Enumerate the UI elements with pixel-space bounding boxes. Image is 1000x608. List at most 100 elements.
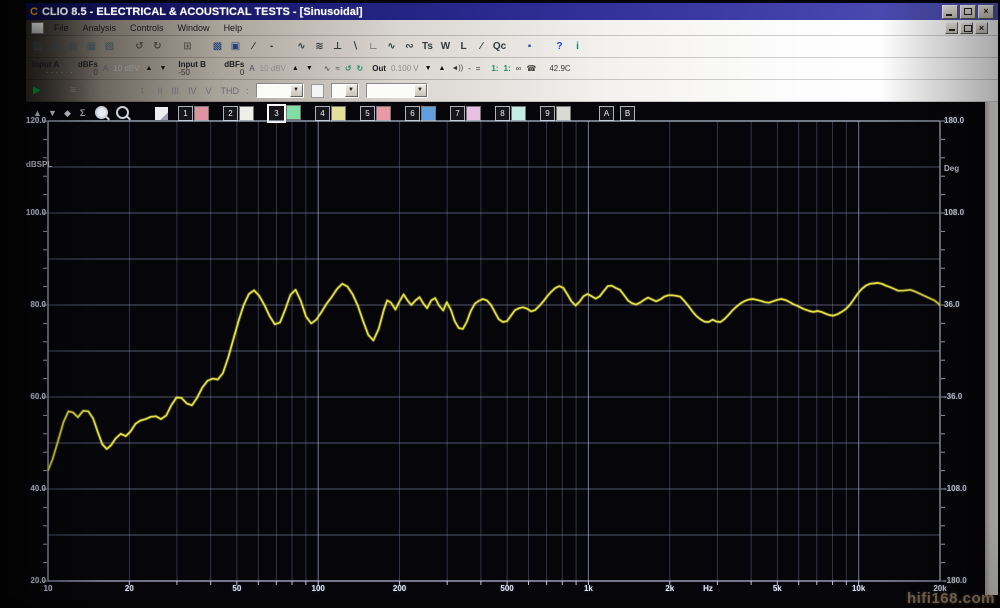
zoom-in-icon[interactable] [95,105,108,119]
curve-button-1[interactable]: 1 [178,105,193,121]
save-measure-icon[interactable]: ▤ [50,85,61,96]
menu-item-controls[interactable]: Controls [130,22,164,33]
child-restore-button[interactable] [960,21,973,34]
sine-icon[interactable]: ∿ [323,64,331,73]
phone-icon[interactable]: ☎ [526,64,537,73]
ratio-1-icon[interactable]: 1: [491,64,499,73]
overlay-button-b[interactable]: B [620,105,635,121]
signal-generator-icon[interactable]: ∾ [405,41,414,52]
marker-peak-icon[interactable]: ◆ [64,107,71,118]
ratio-2-icon[interactable]: 1: [503,64,511,73]
loop-b-icon[interactable]: ↻ [356,64,364,73]
curve-button-4[interactable]: 4 [315,105,330,121]
minimize-button[interactable] [942,4,958,19]
open-file-icon[interactable]: ▨ [32,41,43,52]
play-button[interactable]: ▶ [33,85,41,96]
input-a-up-button[interactable]: ▲ [145,65,153,72]
linearity-icon[interactable]: ∕ [480,41,483,52]
dash-icon[interactable]: ‐ [269,41,274,52]
menu-item-analysis[interactable]: Analysis [82,22,117,33]
curve-button-6[interactable]: 6 [405,105,420,121]
waterfall-analysis-icon[interactable]: ≋ [315,41,324,52]
photo-view-icon[interactable]: ▣ [230,41,241,52]
menu-item-window[interactable]: Window [177,22,210,33]
out-down-button[interactable]: ▼ [424,65,432,72]
child-close-button[interactable]: × [975,21,988,34]
mic-icon[interactable]: Ψ [86,85,95,96]
curve-button-9[interactable]: 9 [540,105,555,121]
hold-icon[interactable]: Σ [79,108,86,118]
autoscale-icon[interactable]: ⊞ [183,41,192,52]
sweep-icon[interactable]: ≈ [335,64,340,73]
wow-flutter-icon[interactable]: W [440,41,451,52]
infinity-loop-icon[interactable]: ∞ [515,64,522,73]
input-b-autorange-button[interactable]: A [249,64,255,73]
chart-view-icon[interactable]: ▩ [212,41,223,52]
curve-button-7[interactable]: 7 [450,105,465,121]
curve-button-2[interactable]: 2 [223,105,238,121]
qc-icon[interactable]: Qc [492,41,507,52]
harmonic-button-ii[interactable]: II [157,85,163,96]
import-icon[interactable]: ▧ [104,41,115,52]
loop-a-icon[interactable]: ↺ [344,64,352,73]
notes-icon[interactable] [155,106,168,120]
curve-color-swatch-9[interactable] [556,105,571,121]
image-icon[interactable]: ▪ [527,41,532,52]
close-button[interactable]: × [978,4,994,19]
menu-item-help[interactable]: Help [223,22,243,33]
minus-button[interactable]: - [468,64,471,73]
impedance-icon[interactable]: ∟ [368,41,379,52]
child-system-menu-icon[interactable] [31,21,44,34]
child-minimize-button[interactable] [945,21,958,34]
zoom-out-icon[interactable] [116,105,129,119]
undo-icon[interactable]: ↺ [135,41,144,52]
curve-color-swatch-2[interactable] [239,105,254,121]
harmonic-button-iv[interactable]: IV [187,85,197,96]
curve-button-8[interactable]: 8 [495,105,510,121]
curve-color-swatch-4[interactable] [331,105,346,121]
input-b-up-button[interactable]: ▲ [291,65,299,72]
pencil-icon[interactable]: ∕ [252,41,255,52]
phase-icon[interactable]: ↕ [139,85,145,96]
curve-color-swatch-3[interactable] [286,104,301,120]
harmonic-button-v[interactable]: V [205,85,212,96]
menu-item-file[interactable]: File [54,22,69,33]
dots-icon[interactable]: ‥ [104,85,112,96]
edit-field[interactable] [310,83,324,98]
stimulus-combo[interactable]: ▼ [255,83,304,98]
equal-button[interactable]: = [475,64,481,73]
input-a-autorange-button[interactable]: A [102,64,109,73]
mls-analysis-icon[interactable]: ∿ [297,41,306,52]
level-icon[interactable]: ≡ [70,85,76,96]
harmonic-button-iii[interactable]: III [171,85,179,96]
curve-button-3[interactable]: 3 [267,103,286,123]
export-icon[interactable]: ▦ [86,41,97,52]
curve-color-swatch-6[interactable] [421,105,436,121]
speaker-icon[interactable]: ◄)) [451,65,464,72]
curve-button-5[interactable]: 5 [360,105,375,121]
help-icon[interactable]: ? [556,41,563,52]
save-all-icon[interactable]: ▥ [68,41,79,52]
acoustical-tools-icon[interactable]: ⊥ [332,41,343,52]
level-meter-icon[interactable]: L [460,41,467,52]
input-a-down-button[interactable]: ▼ [159,65,167,72]
curve-color-swatch-8[interactable] [511,105,526,121]
input-b-down-button[interactable]: ▼ [305,65,313,72]
about-icon[interactable]: i [576,41,579,52]
curve-color-swatch-7[interactable] [466,105,481,121]
settings-grid-icon[interactable]: ⊞ [121,85,130,96]
curve-color-swatch-1[interactable] [194,105,209,121]
save-file-icon[interactable]: ▤ [50,41,61,52]
units-combo[interactable]: ▼ [330,83,359,98]
smoothing-combo[interactable]: ▼ [365,83,428,98]
curve-color-swatch-5[interactable] [376,105,391,121]
marker-down-icon[interactable]: ▼ [48,108,57,118]
marker-up-icon[interactable]: ▲ [33,108,42,118]
decay-icon[interactable]: ∖ [352,41,359,52]
out-up-button[interactable]: ▲ [438,65,446,72]
harmonic-button-thd[interactable]: THD [220,85,240,96]
restore-button[interactable] [960,4,976,19]
overlay-button-a[interactable]: A [599,105,614,121]
sinusoidal-icon[interactable]: ∿ [387,41,396,52]
redo-icon[interactable]: ↻ [153,41,162,52]
